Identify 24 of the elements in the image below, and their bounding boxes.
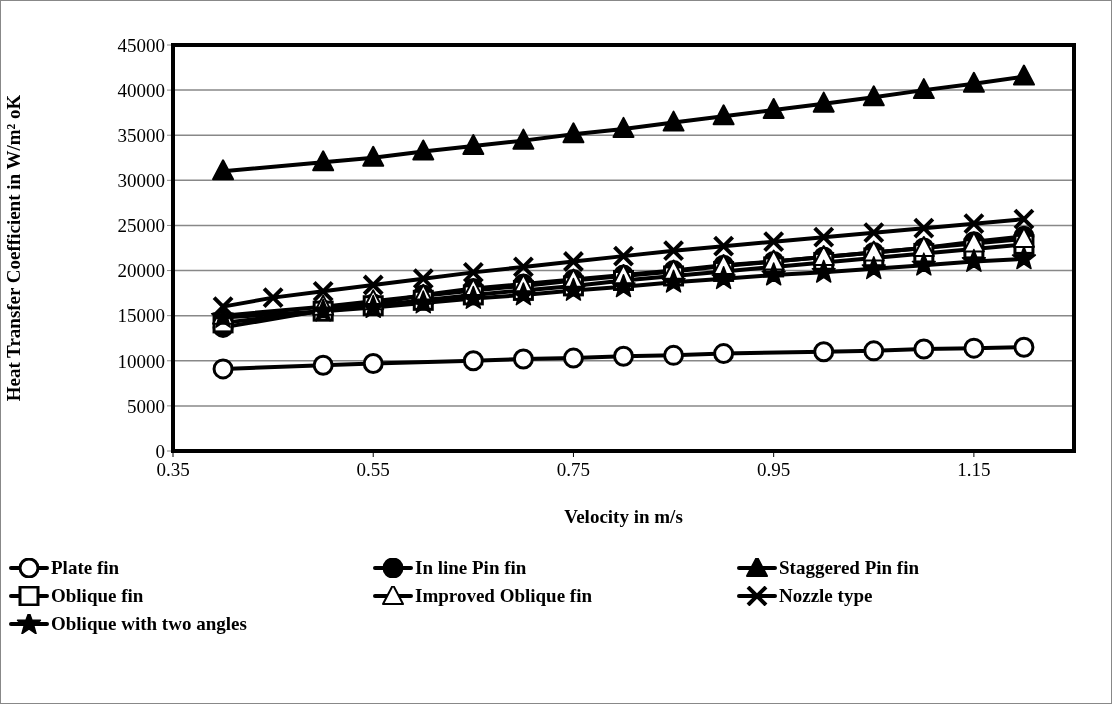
x-tick-label: 0.55 <box>356 459 390 481</box>
y-tick-label: 15000 <box>117 305 165 327</box>
x-tick-label: 0.35 <box>156 459 190 481</box>
y-axis-title: Heat Transfer Coefficient in W/m² oK <box>2 94 24 402</box>
y-tick-label: 40000 <box>117 79 165 101</box>
legend-label: Staggered Pin fin <box>779 557 920 579</box>
y-tick-label: 20000 <box>117 260 165 282</box>
x-tick-label: 0.75 <box>556 459 591 481</box>
x-axis-title: Velocity in m/s <box>564 506 683 527</box>
legend-label: In line Pin fin <box>415 557 527 579</box>
y-tick-label: 45000 <box>117 34 165 56</box>
x-tick-label: 1.15 <box>957 459 991 481</box>
y-tick-label: 5000 <box>127 395 165 417</box>
y-tick-label: 0 <box>155 440 165 462</box>
legend-label: Oblique fin <box>51 585 144 607</box>
y-tick-label: 35000 <box>117 124 165 146</box>
legend-label: Plate fin <box>51 557 120 579</box>
legend-label: Nozzle type <box>779 585 873 607</box>
y-tick-label: 30000 <box>117 170 165 192</box>
x-tick-label: 0.95 <box>757 459 791 481</box>
y-tick-label: 25000 <box>117 215 165 237</box>
legend-label: Oblique with two angles <box>51 613 247 635</box>
y-tick-label: 10000 <box>117 350 165 372</box>
legend-label: Improved Oblique fin <box>415 585 593 607</box>
